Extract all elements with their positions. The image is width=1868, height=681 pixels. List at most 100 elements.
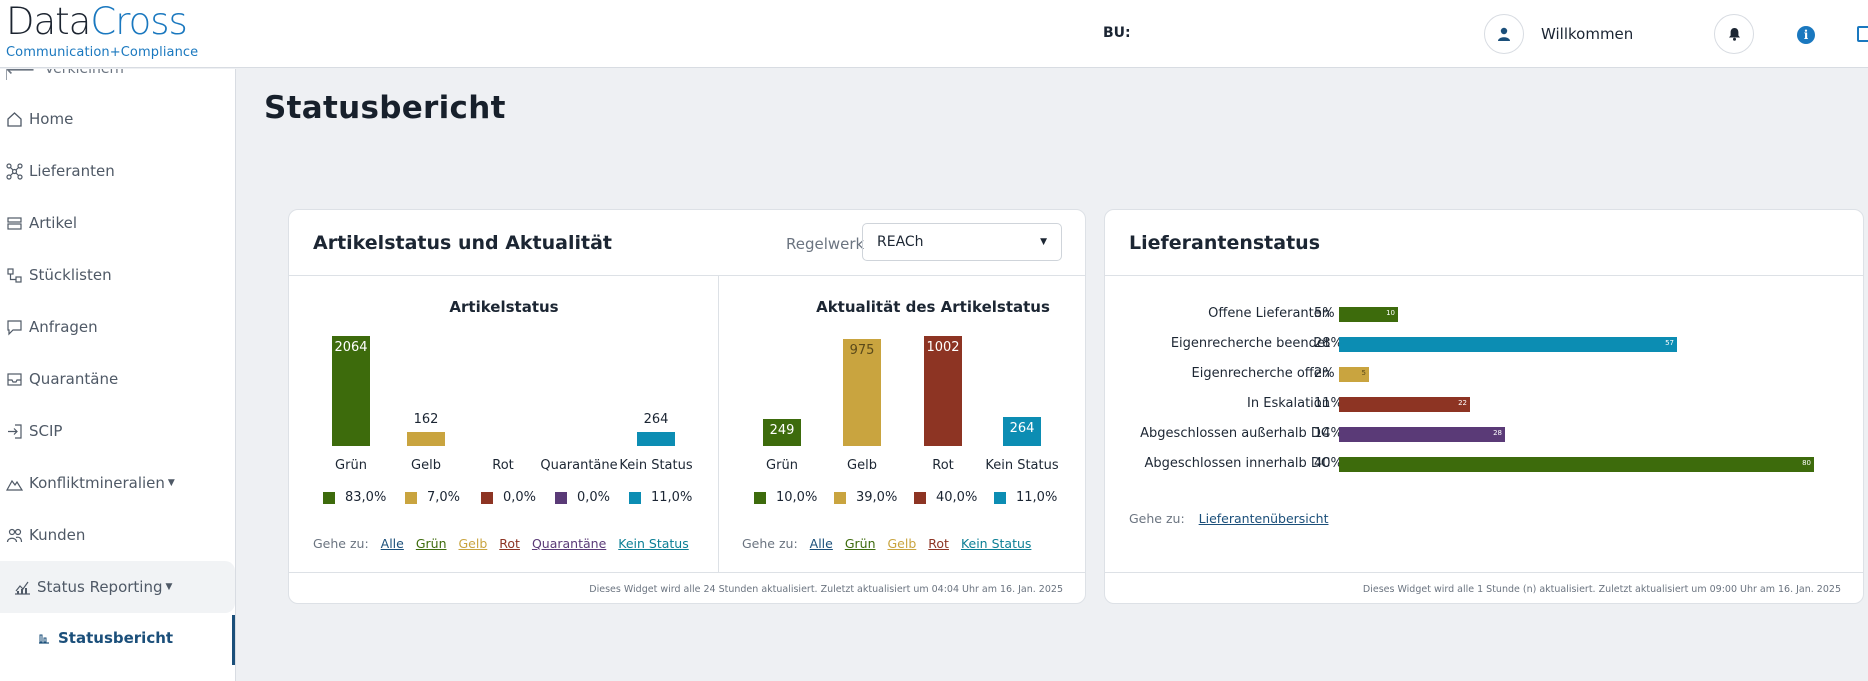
legend-swatch [834, 491, 846, 504]
status-reporting-row[interactable]: Status Reporting ▼ [14, 573, 172, 601]
link-rot[interactable]: Rot [499, 536, 520, 551]
legend-swatch [405, 491, 417, 504]
bar-0[interactable] [763, 419, 801, 446]
collapse-label: Verkleinern [44, 69, 124, 77]
bar-1[interactable] [407, 432, 445, 446]
link-gruen[interactable]: Grün [415, 536, 447, 551]
box-icon [7, 216, 22, 230]
user-button[interactable] [1484, 14, 1524, 54]
card-footer: Dieses Widget wird alle 24 Stunden aktua… [289, 572, 1085, 605]
sidebar-item-stuecklisten[interactable]: Stücklisten [6, 261, 112, 289]
status-percent: 40% [1314, 456, 1343, 471]
link-lieferantenuebersicht[interactable]: Lieferantenübersicht [1198, 511, 1329, 526]
link-rot[interactable]: Rot [928, 536, 949, 551]
active-indicator [232, 615, 235, 665]
legend-text: 0,0% [503, 490, 537, 505]
legend-text: 39,0% [856, 490, 898, 505]
sidebar-item-label: Lieferanten [29, 162, 115, 180]
supplier-status-row: Eigenrecherche beendet 28% 57 [1105, 336, 1865, 353]
bell-icon [1728, 28, 1740, 41]
status-percent: 11% [1314, 396, 1343, 411]
chevron-down-icon: ▼ [167, 478, 175, 488]
sidebar-item-konfliktmineralien[interactable]: Konfliktmineralien ▼ [6, 469, 175, 497]
legend-text: 11,0% [651, 490, 693, 505]
logo-cross-text: Cross [90, 0, 187, 43]
info-icon[interactable]: i [1797, 26, 1815, 44]
goto-label: Gehe zu: [313, 536, 369, 551]
link-gelb[interactable]: Gelb [887, 536, 917, 551]
chevron-down-icon: ▼ [165, 582, 173, 592]
link-quarantaene[interactable]: Quarantäne [531, 536, 607, 551]
category-label: Rot [932, 458, 954, 473]
card-title: Lieferantenstatus [1129, 232, 1321, 254]
legend-item: 11,0% [629, 490, 692, 505]
update-note: Dieses Widget wird alle 24 Stunden aktua… [589, 584, 1063, 595]
bar-4[interactable] [637, 432, 675, 446]
bar-value-label: 28 [1493, 429, 1502, 437]
legend-swatch [754, 491, 766, 504]
legend-swatch [994, 491, 1006, 504]
legend-item: 10,0% [754, 490, 817, 505]
status-bar[interactable]: 5 [1339, 367, 1369, 382]
link-kein-status[interactable]: Kein Status [618, 536, 689, 551]
goto-label: Gehe zu: [1129, 511, 1185, 526]
sidebar-item-lieferanten[interactable]: Lieferanten [6, 157, 115, 185]
logout-icon[interactable] [1857, 26, 1868, 42]
status-bar[interactable]: 80 [1339, 457, 1814, 472]
category-label: Grün [766, 458, 798, 473]
top-bar: DataCross Communication+Compliance BU: W… [0, 0, 1868, 68]
update-note: Dieses Widget wird alle 1 Stunde (n) akt… [1362, 584, 1841, 595]
arrow-left-icon: ⟵ [6, 69, 35, 81]
chart-title-artikelstatus: Artikelstatus [449, 298, 559, 316]
status-label: Abgeschlossen außerhalb DC [1140, 426, 1330, 441]
logo-subtitle: Communication+Compliance [6, 45, 199, 60]
sidebar: ⟵ Verkleinern Home Lieferanten Artikel St… [0, 69, 236, 681]
sidebar-item-status-reporting[interactable]: Status Reporting ▼ [0, 561, 235, 613]
sidebar-item-kunden[interactable]: Kunden [6, 521, 85, 549]
regelwerk-select[interactable]: REACh ▼ [862, 223, 1062, 261]
user-icon [1498, 27, 1510, 41]
people-icon [6, 528, 23, 542]
supplier-status-row: Abgeschlossen außerhalb DC 14% 28 [1105, 426, 1865, 443]
mountain-icon [6, 479, 23, 491]
link-gelb[interactable]: Gelb [458, 536, 488, 551]
sidebar-item-anfragen[interactable]: Anfragen [6, 313, 98, 341]
legend-swatch [914, 491, 926, 504]
status-bar[interactable]: 10 [1339, 307, 1398, 322]
link-alle[interactable]: Alle [809, 536, 833, 551]
bar-0[interactable] [332, 336, 370, 446]
status-label: Abgeschlossen innerhalb DC [1144, 456, 1330, 471]
sidebar-item-quarantaene[interactable]: Quarantäne [6, 365, 118, 393]
logo-data-text: Data [6, 0, 91, 43]
sidebar-item-home[interactable]: Home [6, 105, 73, 133]
sidebar-item-label: Kunden [29, 526, 86, 544]
bu-label: BU: [1103, 25, 1131, 41]
bar-3[interactable] [1003, 417, 1041, 446]
notifications-button[interactable] [1714, 14, 1754, 54]
network-icon [6, 162, 23, 180]
link-alle[interactable]: Alle [380, 536, 404, 551]
bar-1[interactable] [843, 339, 881, 446]
status-bar[interactable]: 22 [1339, 397, 1470, 412]
status-label: Offene Lieferanten [1208, 306, 1330, 321]
sidebar-item-artikel[interactable]: Artikel [6, 209, 77, 237]
link-kein-status[interactable]: Kein Status [960, 536, 1032, 551]
status-bar[interactable]: 28 [1339, 427, 1505, 442]
datacross-logo[interactable]: DataCross Communication+Compliance [6, 0, 198, 60]
home-icon [7, 111, 22, 127]
sidebar-subitem-statusbericht[interactable]: Statusbericht [38, 629, 173, 647]
page-title: Statusbericht [264, 90, 506, 126]
link-gruen[interactable]: Grün [844, 536, 876, 551]
bar-chart-icon [39, 634, 49, 644]
supplier-status-row: Abgeschlossen innerhalb DC 40% 80 [1105, 456, 1865, 473]
status-bar[interactable]: 57 [1339, 337, 1677, 352]
category-label: Gelb [847, 458, 877, 473]
collapse-sidebar-button[interactable]: ⟵ Verkleinern [6, 69, 124, 81]
sidebar-item-scip[interactable]: SCIP [6, 417, 62, 445]
legend-text: 83,0% [345, 490, 387, 505]
goto-links-lieferanten: Gehe zu: Lieferantenübersicht [1129, 511, 1328, 526]
bar-value-label: 5 [1361, 369, 1366, 377]
sidebar-subitem-label: Statusbericht [58, 629, 174, 647]
bar-2[interactable] [924, 336, 962, 446]
legend-swatch [323, 491, 335, 504]
